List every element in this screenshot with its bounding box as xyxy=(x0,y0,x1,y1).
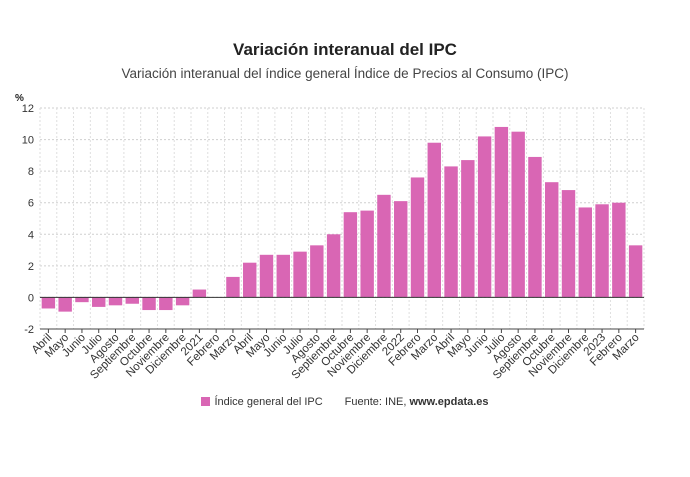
y-tick-label: 10 xyxy=(22,135,34,147)
bar xyxy=(561,190,576,298)
bars xyxy=(41,126,643,312)
bar xyxy=(377,194,391,298)
bar xyxy=(595,204,609,298)
bar xyxy=(477,136,492,298)
bar xyxy=(444,166,458,298)
bar xyxy=(343,212,358,298)
bar xyxy=(108,297,123,306)
bar xyxy=(310,245,324,298)
y-tick-label: 2 xyxy=(28,261,34,273)
y-tick-label: 4 xyxy=(28,229,34,241)
bar xyxy=(578,207,592,298)
bar xyxy=(125,297,139,304)
grid xyxy=(39,107,645,330)
y-tick-label: 8 xyxy=(28,166,34,178)
bar xyxy=(612,202,626,298)
bar xyxy=(394,201,408,298)
bar xyxy=(159,297,173,311)
bar xyxy=(628,245,643,298)
bar xyxy=(427,142,441,298)
bar xyxy=(175,297,190,306)
y-tick-label: 0 xyxy=(28,292,34,304)
bar xyxy=(259,254,274,298)
y-axis-label: % xyxy=(15,93,24,104)
bar xyxy=(528,156,542,298)
bar xyxy=(75,297,89,303)
bar xyxy=(293,251,307,298)
bar xyxy=(545,182,559,298)
chart-title: Variación interanual del IPC xyxy=(233,40,457,59)
bar xyxy=(192,289,207,298)
y-tick-label: -2 xyxy=(24,324,34,336)
chart-subtitle: Variación interanual del índice general … xyxy=(121,66,569,81)
bar xyxy=(41,297,56,309)
y-tick-label: 6 xyxy=(28,198,34,210)
bar xyxy=(276,254,290,298)
y-tick-label: 12 xyxy=(22,103,34,115)
bar xyxy=(92,297,106,307)
bar xyxy=(326,234,341,298)
bar xyxy=(511,131,525,298)
source-site: www.epdata.es xyxy=(409,396,489,408)
legend-label: Índice general del IPC xyxy=(214,396,323,408)
legend-swatch xyxy=(201,397,211,406)
bar xyxy=(410,177,425,298)
bar xyxy=(142,297,156,311)
bar xyxy=(243,262,257,298)
source-prefix: Fuente: INE, xyxy=(344,396,410,408)
bar xyxy=(461,160,475,298)
bar xyxy=(360,210,374,298)
bar xyxy=(58,297,72,312)
legend: Índice general del IPC Fuente: INE, www.e… xyxy=(0,396,690,408)
bar xyxy=(494,126,509,298)
bar xyxy=(226,276,240,298)
